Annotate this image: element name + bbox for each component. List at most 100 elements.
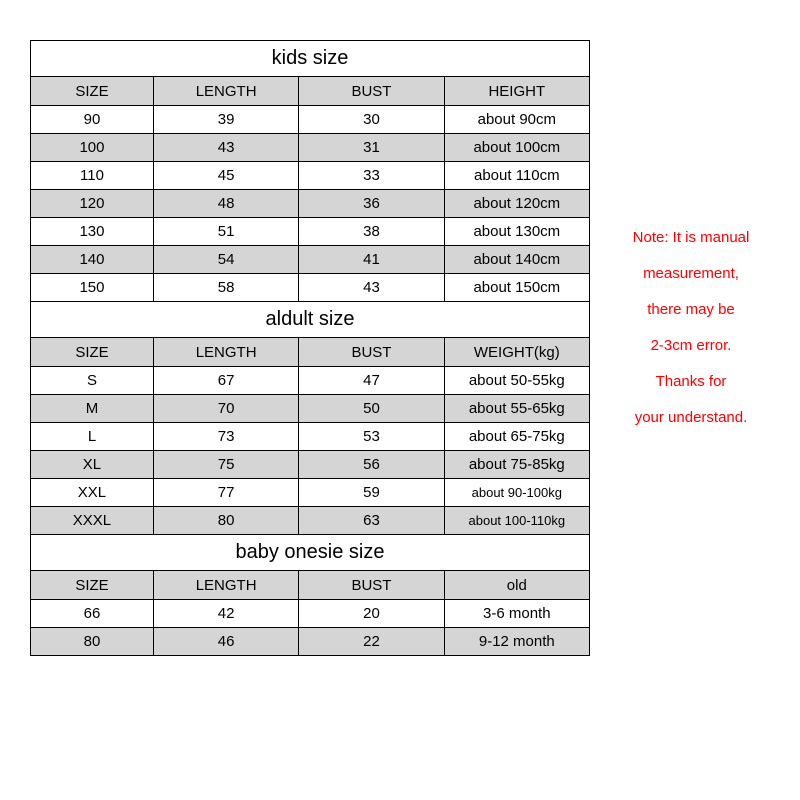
table-cell: 140 [31,246,154,274]
table-cell: about 110cm [444,162,589,190]
note-line: there may be [612,292,770,328]
table-cell: 33 [299,162,444,190]
table-cell: 50 [299,395,444,423]
table-cell: 80 [31,628,154,656]
table-row: M7050about 55-65kg [31,395,590,423]
table-row: XL7556about 75-85kg [31,451,590,479]
table-cell: 58 [153,274,298,302]
table-cell: 53 [299,423,444,451]
col-size: SIZE [31,77,154,106]
table-cell: about 150cm [444,274,589,302]
table-cell: 38 [299,218,444,246]
table-cell: 51 [153,218,298,246]
table-cell: about 140cm [444,246,589,274]
table-cell: 63 [299,507,444,535]
table-row: 1204836about 120cm [31,190,590,218]
adult-title-row: aldult size [31,302,590,338]
kids-title-row: kids size [31,41,590,77]
kids-header-row: SIZE LENGTH BUST HEIGHT [31,77,590,106]
table-cell: L [31,423,154,451]
baby-title: baby onesie size [31,535,590,571]
table-cell: 46 [153,628,298,656]
note-line: your understand. [612,400,770,436]
table-cell: 43 [153,134,298,162]
table-cell: 47 [299,367,444,395]
table-cell: 66 [31,600,154,628]
table-cell: about 90-100kg [444,479,589,507]
note-line: Thanks for [612,364,770,400]
col-length: LENGTH [153,77,298,106]
table-cell: 100 [31,134,154,162]
table-cell: 73 [153,423,298,451]
table-cell: 130 [31,218,154,246]
col-size: SIZE [31,338,154,367]
table-cell: 43 [299,274,444,302]
table-row: 6642203-6 month [31,600,590,628]
table-cell: 42 [153,600,298,628]
table-row: XXL7759about 90-100kg [31,479,590,507]
table-cell: 31 [299,134,444,162]
table-row: 1004331about 100cm [31,134,590,162]
col-bust: BUST [299,77,444,106]
table-cell: 90 [31,106,154,134]
table-cell: about 55-65kg [444,395,589,423]
table-row: L7353about 65-75kg [31,423,590,451]
table-cell: about 130cm [444,218,589,246]
table-cell: 120 [31,190,154,218]
table-row: 8046229-12 month [31,628,590,656]
note-line: measurement, [612,256,770,292]
baby-title-row: baby onesie size [31,535,590,571]
table-cell: 80 [153,507,298,535]
table-cell: 56 [299,451,444,479]
table-cell: 54 [153,246,298,274]
table-cell: XL [31,451,154,479]
col-length: LENGTH [153,571,298,600]
measurement-note: Note: It is manual measurement, there ma… [590,40,770,436]
size-charts: kids size SIZE LENGTH BUST HEIGHT 903930… [30,40,590,656]
table-row: 1305138about 130cm [31,218,590,246]
col-old: old [444,571,589,600]
note-line: Note: It is manual [612,220,770,256]
table-cell: about 100cm [444,134,589,162]
adult-title: aldult size [31,302,590,338]
table-cell: 45 [153,162,298,190]
table-cell: S [31,367,154,395]
table-cell: 75 [153,451,298,479]
baby-header-row: SIZE LENGTH BUST old [31,571,590,600]
table-cell: about 75-85kg [444,451,589,479]
table-cell: M [31,395,154,423]
table-row: S6747about 50-55kg [31,367,590,395]
table-row: 1405441about 140cm [31,246,590,274]
table-cell: about 65-75kg [444,423,589,451]
table-cell: about 120cm [444,190,589,218]
table-row: 903930about 90cm [31,106,590,134]
kids-title: kids size [31,41,590,77]
table-cell: 39 [153,106,298,134]
table-cell: 59 [299,479,444,507]
table-cell: XXL [31,479,154,507]
table-cell: 70 [153,395,298,423]
table-row: XXXL8063about 100-110kg [31,507,590,535]
adult-header-row: SIZE LENGTH BUST WEIGHT(kg) [31,338,590,367]
table-row: 1505843about 150cm [31,274,590,302]
table-cell: 110 [31,162,154,190]
size-table: kids size SIZE LENGTH BUST HEIGHT 903930… [30,40,590,656]
table-cell: 48 [153,190,298,218]
table-cell: 20 [299,600,444,628]
note-line: 2-3cm error. [612,328,770,364]
table-cell: about 90cm [444,106,589,134]
col-length: LENGTH [153,338,298,367]
table-cell: 30 [299,106,444,134]
table-cell: 22 [299,628,444,656]
table-cell: about 50-55kg [444,367,589,395]
col-weight: WEIGHT(kg) [444,338,589,367]
col-bust: BUST [299,571,444,600]
table-row: 1104533about 110cm [31,162,590,190]
table-cell: about 100-110kg [444,507,589,535]
table-cell: 77 [153,479,298,507]
table-cell: 67 [153,367,298,395]
table-cell: XXXL [31,507,154,535]
table-cell: 9-12 month [444,628,589,656]
table-cell: 36 [299,190,444,218]
col-bust: BUST [299,338,444,367]
